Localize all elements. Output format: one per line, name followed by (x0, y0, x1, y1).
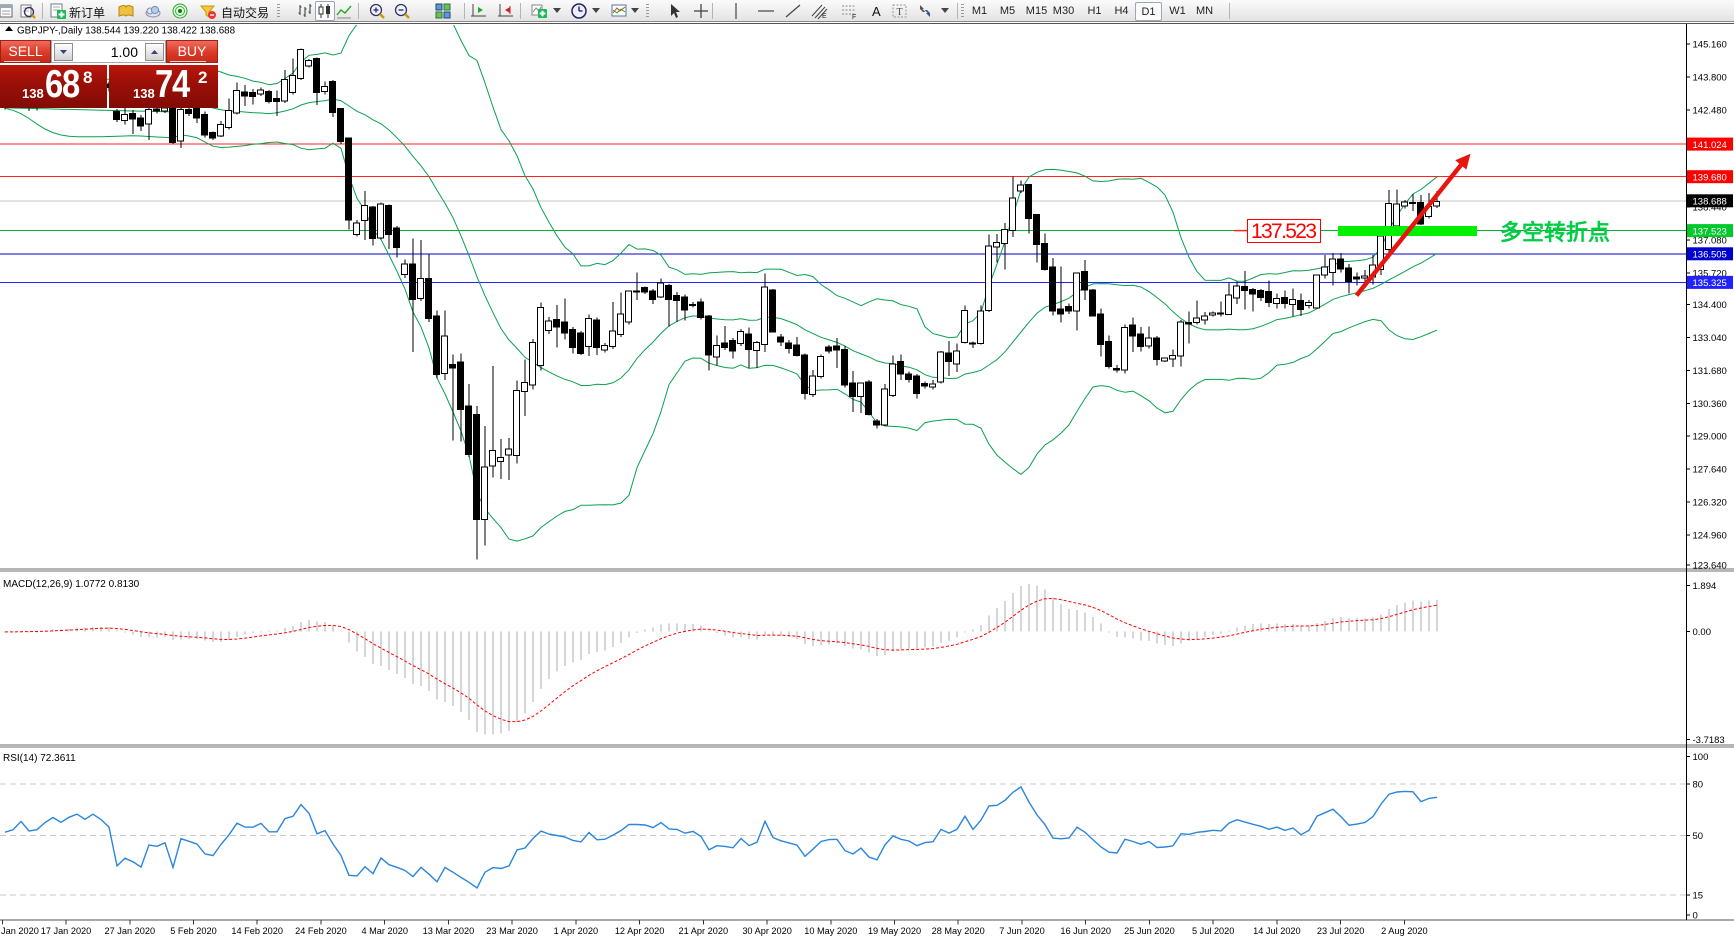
svg-text:多空转折点: 多空转折点 (1500, 220, 1610, 245)
svg-text:138.440: 138.440 (1693, 202, 1727, 213)
svg-text:5 Jul 2020: 5 Jul 2020 (1192, 926, 1234, 936)
svg-text:5 Feb 2020: 5 Feb 2020 (170, 926, 217, 936)
svg-text:129.000: 129.000 (1693, 432, 1727, 443)
svg-text:135.325: 135.325 (1693, 278, 1727, 289)
svg-text:14 Feb 2020: 14 Feb 2020 (231, 926, 283, 936)
svg-text:GBPJPY-,Daily 138.544 139.220: GBPJPY-,Daily 138.544 139.220 138.422 13… (17, 26, 236, 37)
svg-text:0: 0 (1693, 911, 1698, 922)
svg-text:17 Jan 2020: 17 Jan 2020 (41, 926, 92, 936)
svg-text:14 Jul 2020: 14 Jul 2020 (1253, 926, 1301, 936)
svg-text:130.360: 130.360 (1693, 399, 1727, 410)
svg-text:142.480: 142.480 (1693, 106, 1727, 117)
svg-text:126.320: 126.320 (1693, 498, 1727, 509)
svg-text:141.024: 141.024 (1693, 140, 1727, 151)
svg-text:23 Mar 2020: 23 Mar 2020 (486, 926, 538, 936)
svg-text:25 Jun 2020: 25 Jun 2020 (1124, 926, 1175, 936)
svg-text:-3.7183: -3.7183 (1693, 735, 1725, 746)
svg-text:13 Mar 2020: 13 Mar 2020 (423, 926, 475, 936)
svg-text:124.960: 124.960 (1693, 530, 1727, 541)
svg-text:15: 15 (1693, 890, 1704, 901)
svg-text:137.523: 137.523 (1693, 226, 1727, 237)
svg-text:4 Mar 2020: 4 Mar 2020 (361, 926, 407, 936)
svg-text:19 May 2020: 19 May 2020 (868, 926, 921, 936)
svg-text:RSI(14) 72.3611: RSI(14) 72.3611 (3, 753, 76, 764)
svg-text:137.080: 137.080 (1693, 235, 1727, 246)
svg-text:135.720: 135.720 (1693, 268, 1727, 279)
svg-text:123.640: 123.640 (1693, 561, 1727, 572)
svg-text:131.680: 131.680 (1693, 366, 1727, 377)
svg-text:16 Jun 2020: 16 Jun 2020 (1060, 926, 1111, 936)
svg-text:100: 100 (1693, 752, 1709, 763)
svg-text:28 May 2020: 28 May 2020 (932, 926, 985, 936)
svg-text:139.680: 139.680 (1693, 173, 1727, 184)
svg-text:145.160: 145.160 (1693, 39, 1727, 50)
svg-text:7 Jun 2020: 7 Jun 2020 (999, 926, 1044, 936)
svg-text:MACD(12,26,9) 1.0772 0.8130: MACD(12,26,9) 1.0772 0.8130 (3, 579, 140, 590)
svg-text:12 Apr 2020: 12 Apr 2020 (615, 926, 665, 936)
svg-text:134.400: 134.400 (1693, 300, 1727, 311)
svg-text:137.523: 137.523 (1251, 220, 1317, 243)
svg-text:50: 50 (1693, 831, 1704, 842)
svg-text:143.800: 143.800 (1693, 72, 1727, 83)
svg-text:136.505: 136.505 (1693, 250, 1727, 261)
svg-text:10 May 2020: 10 May 2020 (804, 926, 857, 936)
svg-text:E: E (822, 13, 827, 20)
svg-text:1.894: 1.894 (1693, 581, 1717, 592)
svg-text:Jan 2020: Jan 2020 (1, 926, 39, 936)
svg-text:2 Aug 2020: 2 Aug 2020 (1381, 926, 1428, 936)
svg-text:30 Apr 2020: 30 Apr 2020 (742, 926, 792, 936)
svg-text:0.00: 0.00 (1693, 627, 1712, 638)
svg-text:138.688: 138.688 (1693, 197, 1727, 208)
svg-text:21 Apr 2020: 21 Apr 2020 (679, 926, 729, 936)
svg-text:80: 80 (1693, 780, 1704, 791)
svg-text:133.040: 133.040 (1693, 333, 1727, 344)
svg-text:27 Jan 2020: 27 Jan 2020 (105, 926, 156, 936)
svg-text:23 Jul 2020: 23 Jul 2020 (1317, 926, 1365, 936)
svg-text:F: F (852, 14, 856, 20)
svg-text:T: T (897, 7, 903, 18)
svg-text:1 Apr 2020: 1 Apr 2020 (554, 926, 598, 936)
svg-text:127.640: 127.640 (1693, 465, 1727, 476)
svg-text:24 Feb 2020: 24 Feb 2020 (295, 926, 347, 936)
